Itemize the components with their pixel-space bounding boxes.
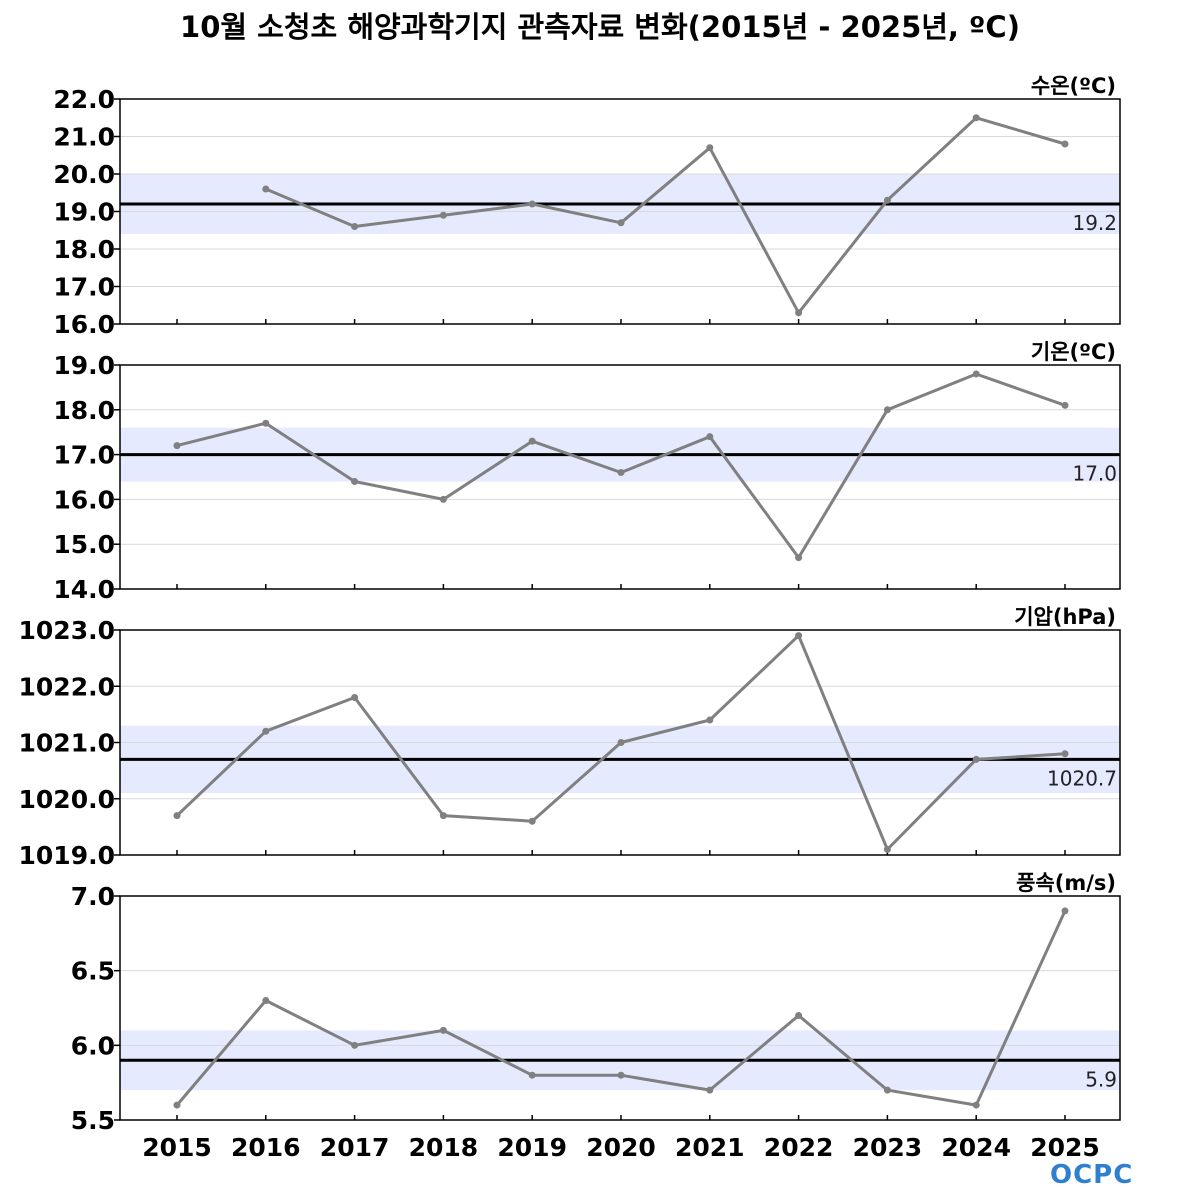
panel-3: 1019.0 1020.0 1021.0 1022.0 1023.0 1020.7 기압(h… xyxy=(19,605,1121,870)
x-tick-label: 2024 xyxy=(941,1133,1011,1162)
panel-2: 14.0 15.0 16.0 17.0 18.0 19.0 17.0 기온(ºC) xyxy=(53,340,1121,604)
data-point-2021 xyxy=(706,144,714,152)
ocpc-logo: OCPC xyxy=(1050,1160,1134,1190)
data-point-2018 xyxy=(439,1026,447,1034)
y-tick-label: 14.0 xyxy=(53,575,115,604)
x-tick-label: 2023 xyxy=(853,1133,923,1162)
data-point-2025 xyxy=(1061,140,1069,148)
data-point-2019 xyxy=(528,437,536,445)
x-tick-label: 2020 xyxy=(586,1133,656,1162)
y-tick-label: 16.0 xyxy=(53,485,115,514)
data-point-2018 xyxy=(439,495,447,503)
panel-label: 기온(ºC) xyxy=(1031,340,1116,364)
y-tick-label: 18.0 xyxy=(53,396,115,425)
y-tick-label: 20.0 xyxy=(53,160,115,189)
panel-label: 풍속(m/s) xyxy=(1016,871,1116,895)
y-tick-label: 6.0 xyxy=(71,1031,115,1060)
data-point-2015 xyxy=(173,442,181,450)
y-tick-label: 15.0 xyxy=(53,530,115,559)
data-point-2017 xyxy=(351,223,359,230)
data-point-2017 xyxy=(351,1041,359,1049)
y-tick-label: 1019.0 xyxy=(19,841,115,870)
x-tick-label: 2019 xyxy=(497,1133,567,1162)
x-tick-label: 2018 xyxy=(409,1133,479,1162)
data-point-2017 xyxy=(351,477,359,485)
data-point-2016 xyxy=(262,419,270,427)
data-point-2024 xyxy=(972,755,980,763)
data-point-2020 xyxy=(617,739,625,746)
y-tick-label: 21.0 xyxy=(53,123,115,152)
y-tick-label: 1020.0 xyxy=(19,785,115,814)
y-tick-label: 19.0 xyxy=(53,351,115,380)
panel-1: 16.0 17.0 18.0 19.0 20.0 21.0 22.0 19.2 수온(ºC) xyxy=(53,74,1121,339)
y-tick-label: 6.5 xyxy=(71,957,115,986)
data-point-2020 xyxy=(617,219,625,227)
data-point-2015 xyxy=(173,1101,181,1109)
mean-value-label: 1020.7 xyxy=(1047,766,1117,790)
y-tick-label: 18.0 xyxy=(53,235,115,264)
data-point-2024 xyxy=(972,370,980,378)
data-point-2019 xyxy=(528,1071,536,1079)
data-point-2018 xyxy=(439,812,447,820)
data-point-2017 xyxy=(351,694,359,701)
data-point-2021 xyxy=(706,716,714,724)
data-point-2020 xyxy=(617,469,625,477)
data-point-2024 xyxy=(972,1101,980,1109)
x-tick-label: 2021 xyxy=(675,1133,745,1162)
data-point-2022 xyxy=(795,309,803,317)
y-tick-label: 17.0 xyxy=(53,273,115,302)
data-point-2021 xyxy=(706,433,714,441)
y-tick-label: 17.0 xyxy=(53,441,115,470)
data-point-2022 xyxy=(795,554,803,562)
y-tick-label: 5.5 xyxy=(71,1106,115,1135)
x-tick-label: 2017 xyxy=(320,1133,390,1162)
x-tick-label: 2015 xyxy=(142,1133,212,1162)
y-tick-label: 22.0 xyxy=(53,85,115,114)
data-point-2020 xyxy=(617,1071,625,1079)
panel-frame xyxy=(119,364,1121,590)
x-tick-label: 2016 xyxy=(231,1133,301,1162)
series-line xyxy=(265,116,1066,315)
panel-frame xyxy=(119,98,1121,325)
panel-4: 5.5 6.0 6.5 7.0 5.9 풍속(m/s) 2015 2016 2017 2018 20… xyxy=(71,871,1121,1162)
y-tick-label: 1022.0 xyxy=(19,672,115,701)
mean-value-label: 17.0 xyxy=(1072,462,1117,486)
mean-value-label: 19.2 xyxy=(1072,211,1117,235)
data-point-2015 xyxy=(173,812,181,820)
data-point-2024 xyxy=(972,114,980,122)
data-point-2025 xyxy=(1061,907,1069,915)
data-point-2025 xyxy=(1061,750,1069,758)
data-point-2023 xyxy=(883,196,891,204)
panel-label: 수온(ºC) xyxy=(1031,74,1116,98)
panel-frame xyxy=(119,895,1121,1121)
data-point-2025 xyxy=(1061,401,1069,409)
y-tick-label: 1021.0 xyxy=(19,729,115,758)
data-point-2016 xyxy=(262,997,270,1005)
data-point-2016 xyxy=(262,727,270,735)
data-point-2022 xyxy=(795,632,803,640)
y-tick-label: 19.0 xyxy=(53,198,115,227)
data-point-2023 xyxy=(883,1086,891,1094)
data-point-2018 xyxy=(439,211,447,219)
data-point-2023 xyxy=(883,845,891,853)
data-point-2021 xyxy=(706,1086,714,1094)
panel-frame xyxy=(119,629,1121,856)
x-tick-label: 2022 xyxy=(764,1133,834,1162)
chart-title: 10월 소청초 해양과학기지 관측자료 변화(2015년 - 2025년, ºC… xyxy=(180,10,1020,44)
y-tick-label: 16.0 xyxy=(53,310,115,339)
data-point-2019 xyxy=(528,200,536,208)
x-tick-label: 2025 xyxy=(1030,1133,1100,1162)
data-point-2023 xyxy=(883,406,891,414)
data-point-2016 xyxy=(262,185,270,193)
y-tick-label: 1023.0 xyxy=(19,616,115,645)
data-point-2019 xyxy=(528,817,536,825)
mean-value-label: 5.9 xyxy=(1085,1067,1117,1091)
panel-label: 기압(hPa) xyxy=(1014,605,1116,629)
y-tick-label: 7.0 xyxy=(71,882,115,911)
data-point-2022 xyxy=(795,1011,803,1019)
